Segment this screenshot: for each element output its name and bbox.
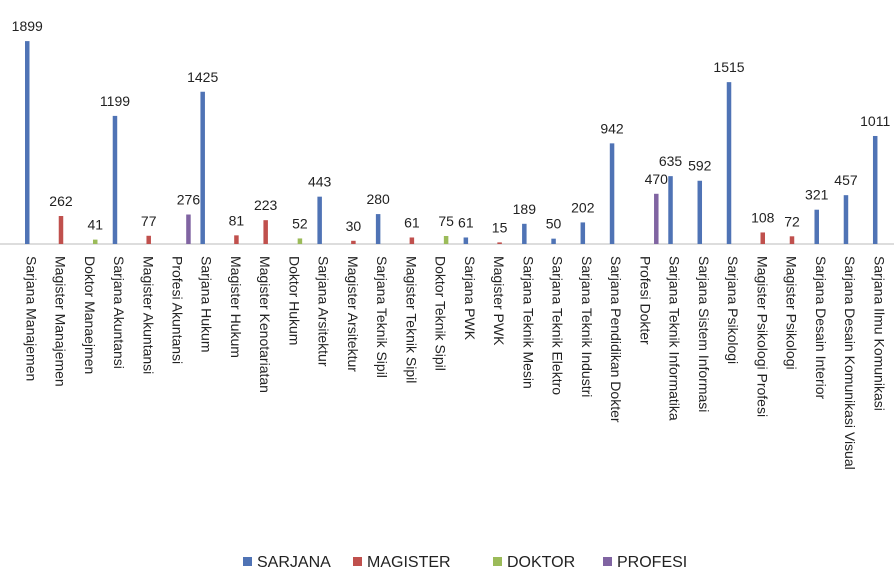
value-label: 72 <box>784 213 800 229</box>
bar <box>697 180 703 244</box>
value-label: 443 <box>308 174 332 190</box>
x-tick-label: Magister Arsitektur <box>345 256 361 372</box>
bar <box>522 223 527 244</box>
value-label: 1515 <box>713 59 744 75</box>
x-tick-label: Sarjana Desain Komunikasi Visual <box>842 256 858 470</box>
x-tick-label: Sarjana Akuntansi <box>111 256 127 369</box>
legend-label: DOKTOR <box>507 554 575 571</box>
x-tick-label: Sarjana Teknik Elektro <box>550 256 566 395</box>
x-tick-label: Profesi Dokter <box>637 256 653 345</box>
x-tick-label: Sarjana Psikologi <box>725 256 741 364</box>
bar <box>814 209 819 244</box>
x-tick-label: Magister Manajemen <box>53 256 69 387</box>
value-label: 189 <box>513 201 537 217</box>
x-tick-label: Sarjana Pendidikan Dokter <box>608 256 624 423</box>
legend-swatch <box>603 557 612 566</box>
bar <box>409 237 415 244</box>
value-label: 1011 <box>860 113 890 129</box>
bar <box>25 41 30 244</box>
bar <box>200 91 205 244</box>
value-label: 81 <box>229 212 245 228</box>
bar <box>654 193 659 244</box>
value-label: 1425 <box>187 69 218 85</box>
x-tick-label: Magister Kenotariatan <box>257 256 273 393</box>
bar <box>760 232 765 244</box>
bar <box>146 235 151 244</box>
value-label: 262 <box>49 193 73 209</box>
x-tick-label: Doktor Manaejmen <box>82 256 98 374</box>
bar <box>668 176 673 244</box>
value-label: 75 <box>438 213 454 229</box>
bar <box>580 222 586 244</box>
bar <box>463 237 469 244</box>
x-tick-label: Sarjana Teknik Industri <box>579 256 595 397</box>
value-label: 1899 <box>12 18 43 34</box>
x-tick-label: Sarjana Teknik Informatika <box>667 256 683 421</box>
bar <box>234 235 239 244</box>
value-label: 61 <box>458 214 474 230</box>
x-tick-label: Magister Psikologi <box>784 256 800 370</box>
legend-swatch <box>493 557 502 566</box>
x-tick-label: Sarjana Hukum <box>199 256 215 353</box>
bar <box>263 220 268 244</box>
value-label: 635 <box>659 153 683 169</box>
value-label: 457 <box>834 172 858 188</box>
legend-swatch <box>353 557 362 566</box>
bar <box>112 115 118 244</box>
x-tick-label: Sarjana Arsitektur <box>316 256 332 367</box>
legend-label: PROFESI <box>617 554 687 571</box>
x-tick-label: Sarjana Ilmu Komunikasi <box>871 256 887 411</box>
bar <box>789 236 795 244</box>
bar <box>872 135 878 244</box>
bar <box>186 214 191 244</box>
value-label: 223 <box>254 197 278 213</box>
x-tick-label: Magister Psikologi Profesi <box>754 256 770 417</box>
value-label: 77 <box>141 213 157 229</box>
value-label: 108 <box>751 209 775 225</box>
value-label: 942 <box>600 120 624 136</box>
value-label: 592 <box>688 158 712 174</box>
value-label: 52 <box>292 215 308 231</box>
bar <box>843 195 849 244</box>
value-label: 61 <box>404 214 420 230</box>
x-tick-label: Sarjana Desain Interior <box>813 256 829 400</box>
value-label: 321 <box>805 187 829 203</box>
bar <box>317 196 322 244</box>
legend-label: MAGISTER <box>367 554 451 571</box>
bar <box>497 242 502 244</box>
x-tick-label: Magister PWK <box>491 256 507 346</box>
value-label: 1199 <box>100 93 130 109</box>
x-tick-label: Sarjana Sistem Informasi <box>696 256 712 412</box>
x-tick-label: Sarjana PWK <box>462 256 478 341</box>
x-tick-label: Sarjana Manajemen <box>23 256 39 381</box>
x-tick-label: Magister Akuntansi <box>140 256 156 374</box>
bar <box>551 238 556 244</box>
value-label: 280 <box>366 191 390 207</box>
value-label: 30 <box>346 218 362 234</box>
x-tick-label: Doktor Teknik Sipil <box>433 256 449 371</box>
x-tick-label: Sarjana Teknik Sipil <box>374 256 390 378</box>
x-tick-label: Magister Teknik Sipil <box>403 256 419 383</box>
value-label: 276 <box>177 192 201 208</box>
value-label: 202 <box>571 199 595 215</box>
bar <box>58 216 64 244</box>
bar <box>92 239 98 244</box>
bar <box>726 82 732 244</box>
bar <box>609 143 615 244</box>
bar <box>351 240 356 244</box>
value-label: 15 <box>492 219 508 235</box>
value-label: 41 <box>87 217 103 233</box>
bar <box>375 214 381 244</box>
x-tick-label: Doktor Hukum <box>286 256 302 345</box>
value-label: 50 <box>546 216 562 232</box>
legend-label: SARJANA <box>257 554 331 571</box>
legend-swatch <box>243 557 252 566</box>
bar <box>297 238 303 244</box>
value-label: 470 <box>645 171 669 187</box>
bar <box>443 235 449 244</box>
x-tick-label: Sarjana Teknik Mesin <box>520 256 536 389</box>
x-tick-label: Profesi Akuntansi <box>169 256 185 364</box>
x-tick-label: Magister Hukum <box>228 256 244 358</box>
